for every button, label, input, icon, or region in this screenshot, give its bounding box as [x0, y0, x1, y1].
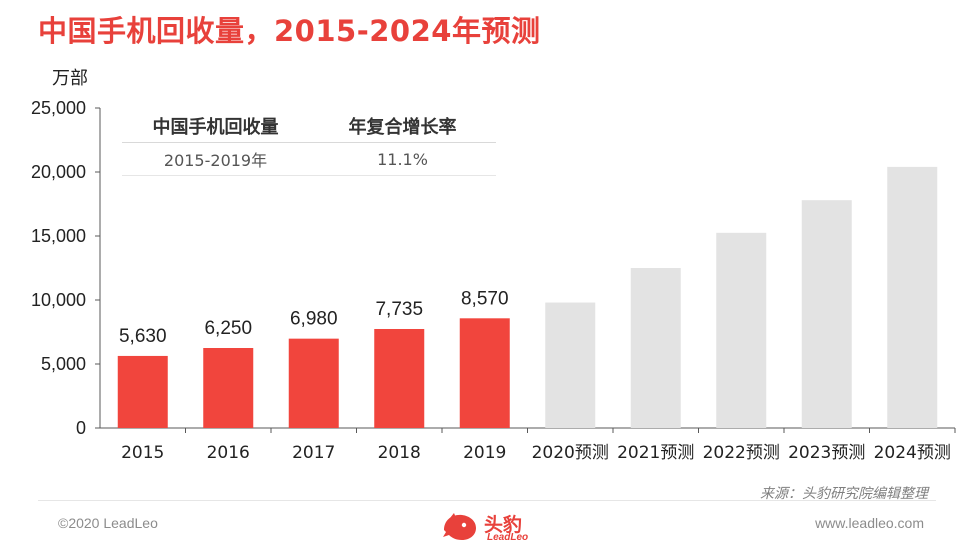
cagr-header-rate: 年复合增长率 [348, 117, 457, 138]
bar-2022预测 [716, 232, 767, 428]
bar-2018 [374, 328, 425, 428]
y-tick-label: 15,000 [31, 226, 86, 246]
copyright-text: ©2020 LeadLeo [58, 515, 158, 531]
y-tick-label: 10,000 [31, 290, 86, 310]
logo-sub: LeadLeo [487, 532, 529, 543]
cagr-table-header: 中国手机回收量 年复合增长率 [122, 110, 496, 143]
y-axis-label: 万部 [52, 68, 88, 89]
y-tick-label: 5,000 [41, 354, 86, 374]
x-tick-label: 2019 [463, 443, 506, 463]
x-tick-label: 2022预测 [703, 443, 780, 463]
bar-2016 [203, 348, 254, 428]
data-label: 6,250 [204, 318, 252, 339]
chart-title: 中国手机回收量，2015-2024年预测 [38, 14, 541, 48]
cagr-header-volume: 中国手机回收量 [152, 117, 279, 138]
cagr-table: 中国手机回收量 年复合增长率 2015-2019年 11.1% [122, 110, 496, 176]
x-tick-label: 2016 [207, 443, 250, 463]
bar-2023预测 [801, 200, 852, 428]
data-label: 5,630 [119, 326, 167, 347]
y-tick-label: 20,000 [31, 162, 86, 182]
leadleo-logo: 头豹 LeadLeo [440, 508, 540, 548]
bar-2015 [117, 355, 168, 428]
leopard-logo-icon [443, 513, 476, 540]
source-note: 来源：头豹研究院编辑整理 [760, 486, 928, 502]
y-tick-label: 0 [76, 418, 86, 438]
x-tick-label: 2017 [292, 443, 335, 463]
cagr-table-row: 2015-2019年 11.1% [122, 143, 496, 176]
x-tick-label: 2021预测 [617, 443, 694, 463]
bar-2017 [288, 338, 339, 428]
x-tick-label: 2018 [378, 443, 421, 463]
bar-2020预测 [545, 302, 596, 428]
x-tick-label: 2024预测 [874, 443, 951, 463]
logo-name: 头豹 [484, 514, 523, 536]
cagr-period: 2015-2019年 [163, 151, 268, 170]
data-label: 6,980 [290, 309, 338, 330]
cagr-value: 11.1% [377, 149, 428, 169]
data-label: 8,570 [461, 288, 509, 309]
bar-2021预测 [630, 268, 681, 428]
bar-2024预测 [887, 166, 938, 428]
data-label: 7,735 [375, 299, 423, 320]
y-tick-label: 25,000 [31, 98, 86, 118]
x-tick-label: 2015 [121, 443, 164, 463]
x-tick-label: 2023预测 [788, 443, 865, 463]
bar-2019 [459, 318, 510, 428]
website-url: www.leadleo.com [815, 515, 924, 531]
x-tick-label: 2020预测 [532, 443, 609, 463]
footer-divider [38, 500, 936, 501]
